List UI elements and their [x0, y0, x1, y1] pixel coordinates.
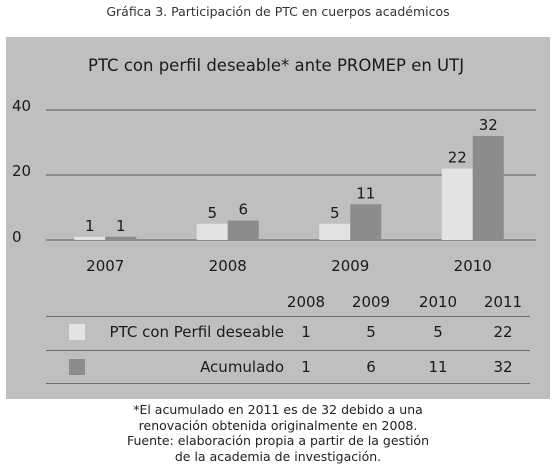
- table-row-label-ptc: PTC con Perfil deseable: [109, 323, 284, 341]
- x-tick-label: 2007: [86, 257, 124, 275]
- figure-caption: Gráfica 3. Participación de PTC en cuerp…: [106, 4, 450, 19]
- table-divider: [46, 350, 530, 351]
- y-tick-label: 20: [12, 162, 31, 180]
- table-cell: 32: [493, 358, 513, 376]
- x-tick-label: 2010: [454, 257, 492, 275]
- table-cell: 22: [493, 323, 513, 341]
- table-header-year: 2010: [418, 293, 458, 311]
- table-row-label-acumulado: Acumulado: [200, 358, 284, 376]
- footnote-line: de la academia de investigación.: [174, 448, 382, 464]
- data-label: 6: [238, 201, 248, 219]
- data-label: 1: [116, 217, 126, 235]
- table-cell: 5: [366, 323, 376, 341]
- table-header-year: 2009: [351, 293, 391, 311]
- bar: [319, 223, 351, 240]
- table-divider: [46, 316, 530, 317]
- table-divider: [46, 383, 530, 384]
- table-cell: 1: [301, 323, 311, 341]
- x-tick-label: 2008: [209, 257, 247, 275]
- data-label: 22: [448, 149, 467, 167]
- bar: [441, 168, 473, 240]
- bar: [105, 236, 137, 240]
- footnote-line: *El acumulado en 2011 es de 32 debido a …: [133, 402, 423, 417]
- legend-swatch-ptc: [69, 324, 85, 340]
- table-cell: 6: [366, 358, 376, 376]
- y-tick-label: 40: [12, 97, 31, 115]
- y-tick-label: 0: [12, 228, 22, 246]
- table-header-year: 2008: [286, 293, 326, 311]
- data-label: 11: [356, 184, 375, 202]
- footnote-line: renovación obtenida originalmente en 200…: [138, 417, 418, 433]
- bar: [196, 223, 228, 240]
- data-label: 32: [479, 116, 498, 134]
- table-header-year: 2011: [483, 293, 523, 311]
- bar: [227, 220, 259, 240]
- bar: [350, 204, 382, 240]
- data-label: 5: [330, 204, 340, 222]
- chart-title: PTC con perfil deseable* ante PROMEP en …: [88, 56, 465, 75]
- table-cell: 11: [428, 358, 448, 376]
- data-label: 1: [85, 217, 95, 235]
- bar: [472, 136, 504, 240]
- footnote: *El acumulado en 2011 es de 32 debido a …: [0, 402, 556, 464]
- footnote-line: Fuente: elaboración propia a partir de l…: [126, 433, 430, 448]
- bar: [74, 236, 106, 240]
- legend-swatch-acumulado: [69, 359, 85, 375]
- data-label: 5: [207, 204, 217, 222]
- table-cell: 1: [301, 358, 311, 376]
- table-cell: 5: [433, 323, 443, 341]
- x-tick-label: 2009: [331, 257, 369, 275]
